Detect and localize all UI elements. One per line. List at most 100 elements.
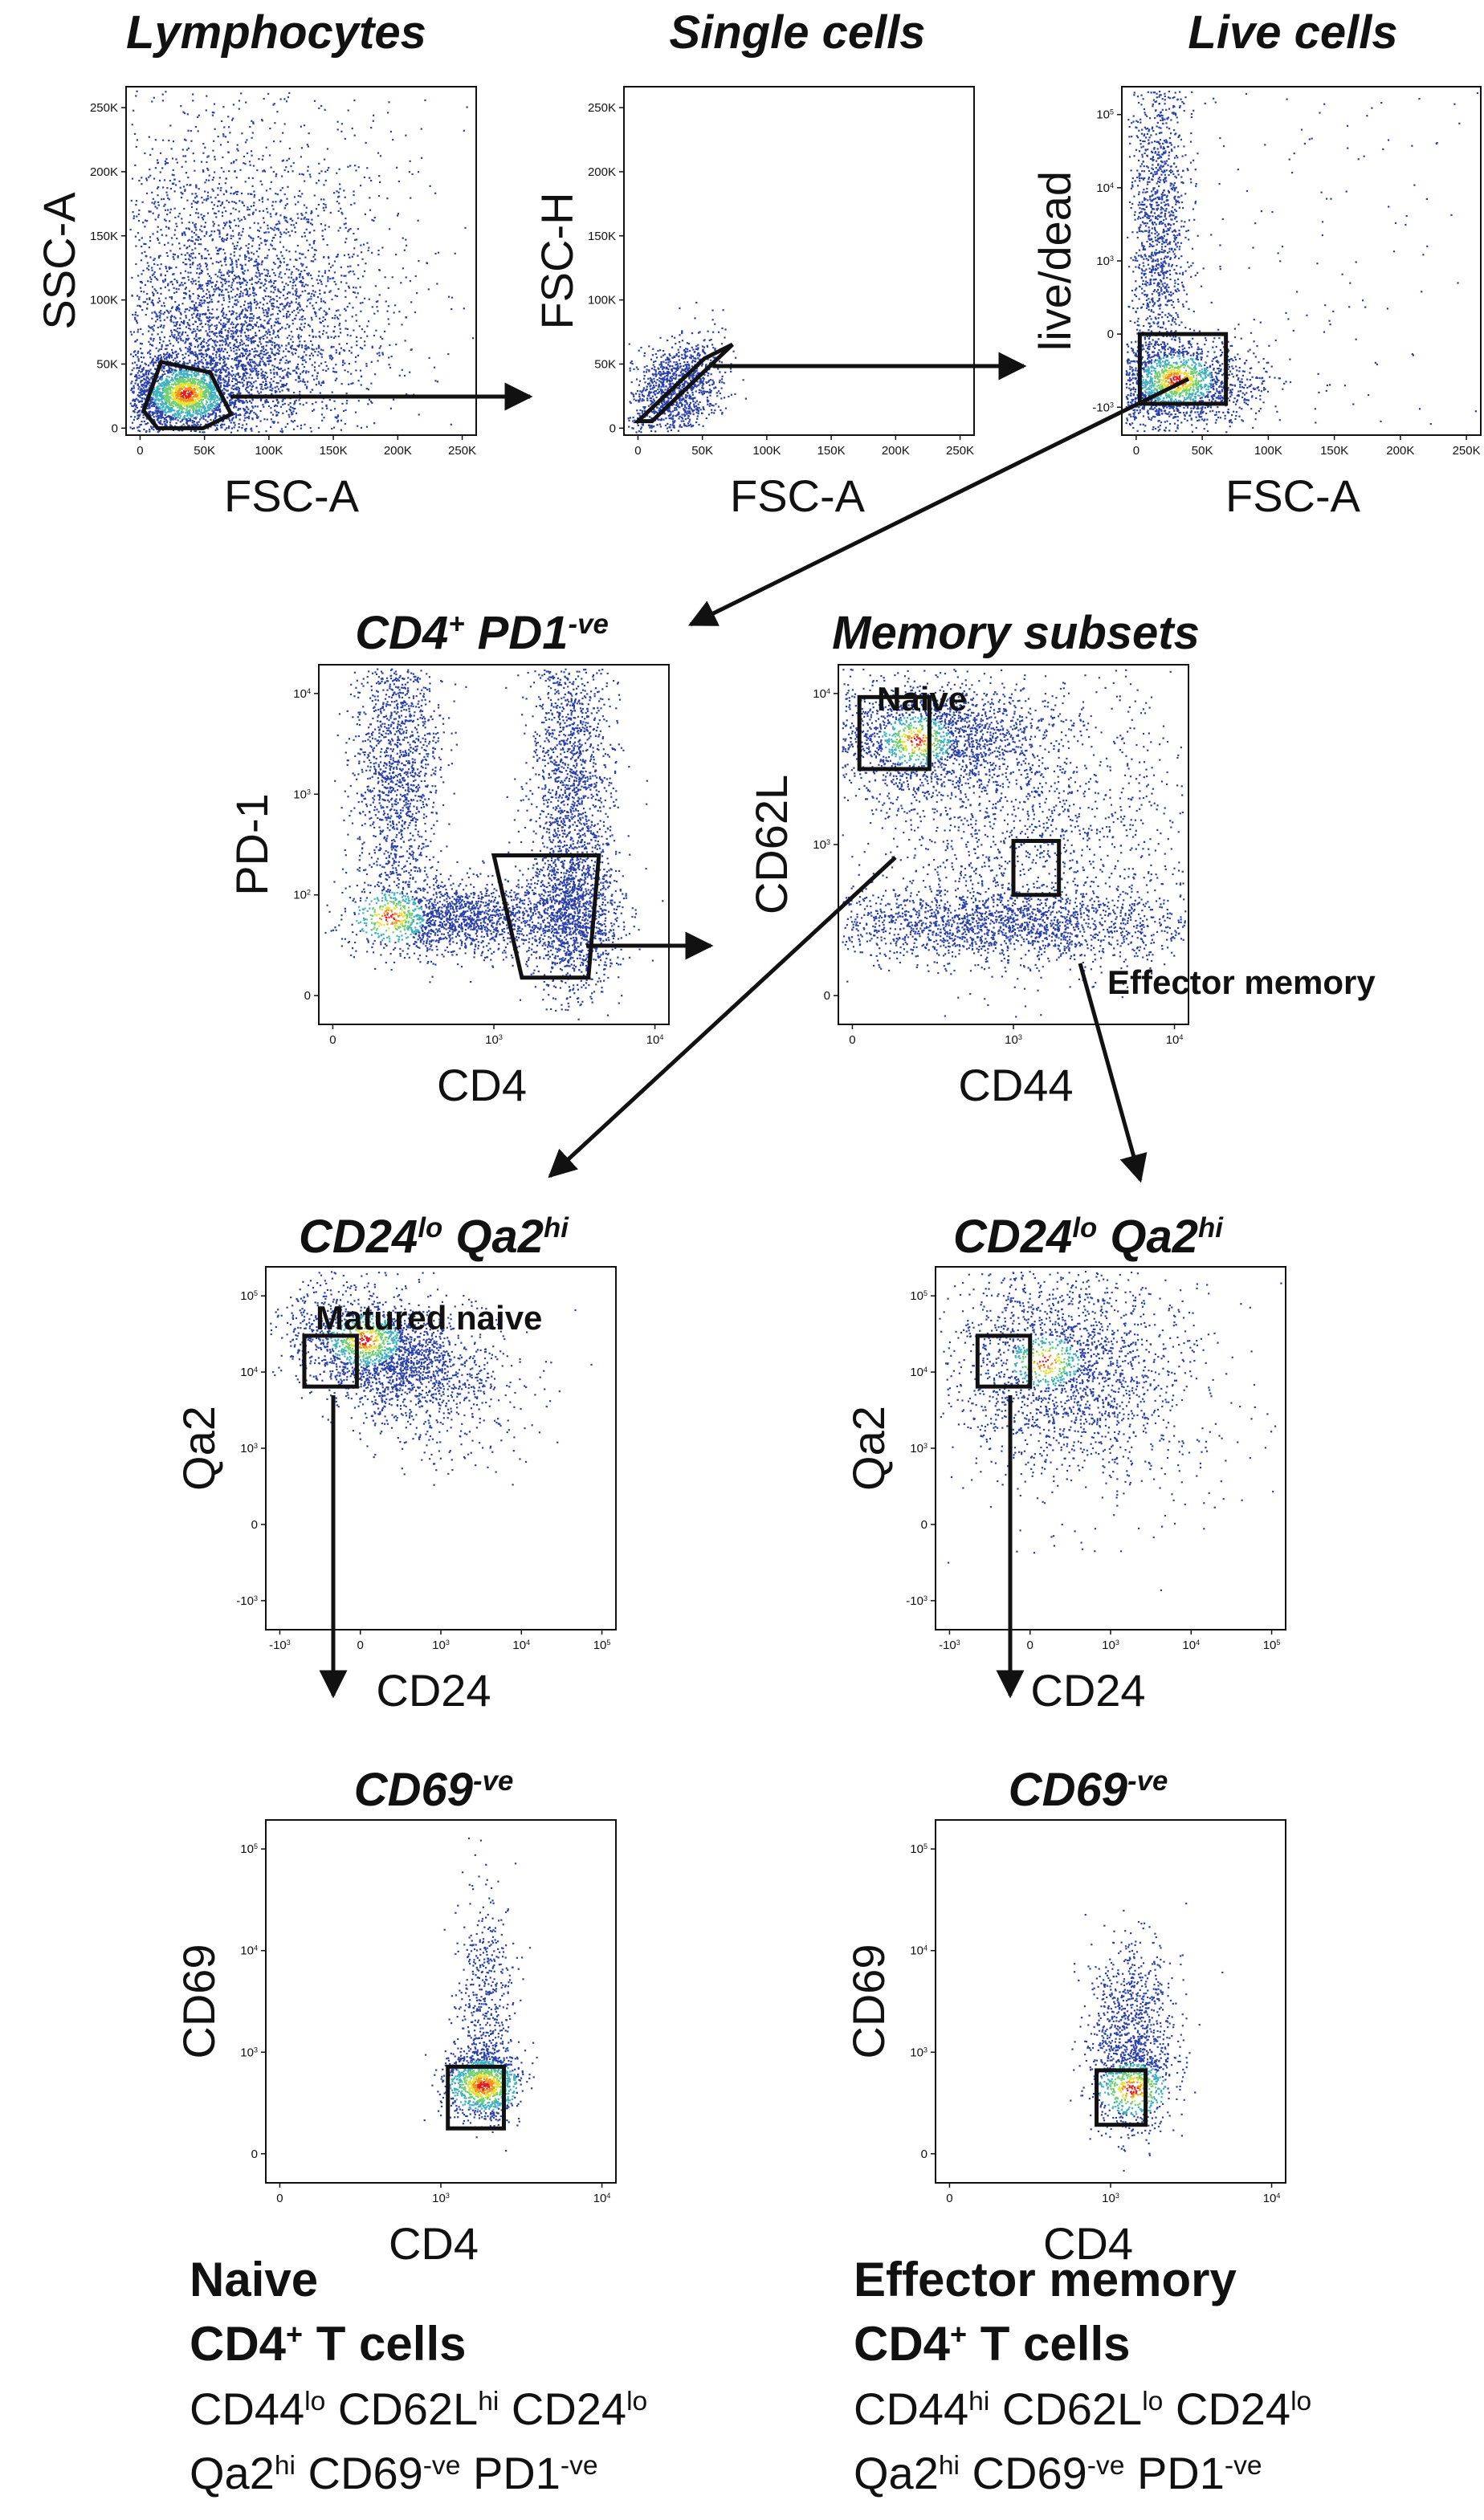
y-tick-label: 104 — [910, 1944, 928, 1958]
y-axis-label: Qa2 — [843, 1406, 894, 1491]
x-tick-label: 200K — [384, 444, 412, 458]
y-tick-label: 0 — [112, 421, 118, 435]
x-tick-label: 105 — [593, 1639, 611, 1652]
y-tick-label: 104 — [240, 1944, 258, 1958]
y-tick-label: 50K — [96, 357, 118, 371]
x-tick-label: 104 — [1263, 2192, 1281, 2205]
arrows-layer — [230, 352, 1190, 1699]
y-axis-label: CD62L — [746, 775, 797, 914]
event-dots — [270, 1271, 593, 1486]
panel-cd24-qa2-em: CD24lo Qa2hi -103 0 103 104 105 105 104 103 0 -103… — [843, 1211, 1286, 1716]
summary-phenotype-line: CD44lo CD62Lhi CD24lo — [190, 2384, 647, 2434]
panels-layer: Lymphocytes 0 50K 100K 150K 200K 250K 0 50K 100K 1… — [34, 6, 1482, 2269]
flow-arrow — [548, 856, 897, 1179]
panel-title: CD24lo Qa2hi — [953, 1211, 1224, 1263]
x-tick-label: 103 — [432, 1639, 450, 1652]
gate-label-effector-memory: Effector memory — [1107, 963, 1376, 1001]
panel-title: CD69-ve — [1009, 1764, 1168, 1816]
summary-effector-memory: Effector memory CD4+ T cells CD44hi CD62Ll… — [854, 2253, 1311, 2498]
panel-title: Memory subsets — [832, 607, 1200, 659]
panel-title: Live cells — [1188, 6, 1397, 59]
summary-title-line: CD4+ T cells — [190, 2317, 467, 2371]
x-tick-label: 104 — [1182, 1639, 1200, 1652]
panel-title: Lymphocytes — [126, 6, 426, 59]
y-tick-label: 103 — [293, 788, 311, 801]
y-tick-label: 200K — [90, 165, 118, 179]
y-tick-label: 150K — [588, 230, 616, 243]
x-tick-label: 50K — [691, 444, 713, 458]
x-tick-label: 50K — [1192, 444, 1213, 458]
y-tick-label: 0 — [251, 2147, 258, 2161]
x-tick-label: 103 — [432, 2192, 450, 2205]
x-axis-label: CD4 — [1043, 2218, 1133, 2269]
x-tick-label: 50K — [194, 444, 215, 458]
summary-naive: Naive CD4+ T cells CD44lo CD62Lhi CD24lo Qa… — [190, 2253, 647, 2498]
y-tick-label: 250K — [90, 101, 118, 115]
summary-title-line: Naive — [190, 2253, 318, 2306]
y-tick-label: 0 — [304, 989, 311, 1003]
plot-frame — [318, 664, 670, 1025]
x-tick-label: 104 — [512, 1639, 530, 1652]
panel-lymphocytes: Lymphocytes 0 50K 100K 150K 200K 250K 0 50K 100K 1… — [34, 6, 477, 521]
y-tick-label: 0 — [251, 1518, 258, 1532]
x-tick-label: 0 — [946, 2192, 952, 2205]
y-tick-label: 0 — [921, 1518, 928, 1532]
y-tick-label: 100K — [90, 294, 118, 307]
x-tick-label: 250K — [1453, 444, 1481, 458]
event-dots — [324, 668, 664, 1020]
x-tick-label: 100K — [752, 444, 781, 458]
x-tick-label: 0 — [634, 444, 641, 458]
y-tick-label: 103 — [240, 2046, 258, 2059]
gate-label-naive: Naive — [877, 680, 967, 718]
gate — [857, 694, 932, 771]
x-tick-label: 104 — [1166, 1033, 1184, 1047]
panel-single-cells: Single cells 0 50K 100K 150K 200K 250K 0 50K 100K… — [532, 6, 975, 521]
panel-title: CD69-ve — [354, 1764, 514, 1816]
y-tick-label: 104 — [240, 1366, 258, 1379]
x-tick-label: 200K — [882, 444, 910, 458]
panel-memory-subsets: Memory subsets 0 103 104 104 103 0 CD44 CD62L Nai… — [746, 607, 1376, 1110]
panel-live-cells: Live cells 0 50K 100K 150K 200K 250K 105 104 103 0… — [1029, 6, 1482, 521]
panel-title: Single cells — [669, 6, 925, 59]
x-tick-label: 100K — [255, 444, 283, 458]
y-axis-label: CD69 — [173, 1944, 224, 2058]
y-axis-label: live/dead — [1029, 171, 1080, 351]
x-axis-label: FSC-A — [224, 470, 360, 521]
x-tick-label: 150K — [320, 444, 348, 458]
x-tick-label: 0 — [329, 1033, 336, 1047]
x-tick-label: 103 — [1102, 2192, 1119, 2205]
panel-cd4-pd1: CD4+ PD1-ve 0 103 104 104 103 102 0 CD4 PD-1 — [226, 607, 670, 1110]
summary-phenotype-line: Qa2hi CD69-ve PD1-ve — [190, 2448, 598, 2498]
x-tick-label: 0 — [357, 1639, 364, 1652]
gate — [446, 2064, 506, 2131]
y-tick-label: 105 — [240, 1289, 258, 1303]
gate — [491, 853, 601, 980]
y-tick-label: 104 — [293, 687, 311, 701]
panel-title: CD4+ PD1-ve — [355, 607, 609, 659]
y-tick-label: -103 — [1092, 401, 1114, 414]
x-axis-label: CD24 — [1030, 1665, 1145, 1716]
plot-frame — [265, 1819, 617, 2184]
flow-arrow — [687, 377, 1190, 627]
y-tick-label: 100K — [588, 294, 616, 307]
x-tick-label: 105 — [1263, 1639, 1281, 1652]
x-tick-label: 0 — [849, 1033, 855, 1047]
x-axis-label: FSC-A — [1225, 470, 1361, 521]
x-tick-label: 0 — [137, 444, 143, 458]
y-tick-label: -103 — [236, 1594, 258, 1608]
gate-label-matured-naive: Matured naive — [316, 1299, 542, 1337]
event-dots — [842, 668, 1187, 1018]
y-tick-label: 0 — [610, 421, 616, 435]
x-axis-label: CD24 — [376, 1665, 491, 1716]
x-tick-label: 150K — [1320, 444, 1348, 458]
x-tick-label: 0 — [1133, 444, 1140, 458]
y-axis-label: Qa2 — [173, 1406, 224, 1491]
x-tick-label: 250K — [946, 444, 974, 458]
event-dots — [939, 1271, 1282, 1591]
x-tick-label: 150K — [817, 444, 846, 458]
x-tick-label: 250K — [448, 444, 476, 458]
gate — [302, 1333, 359, 1389]
x-tick-label: 103 — [1005, 1033, 1022, 1047]
flow-arrow — [1078, 963, 1148, 1183]
